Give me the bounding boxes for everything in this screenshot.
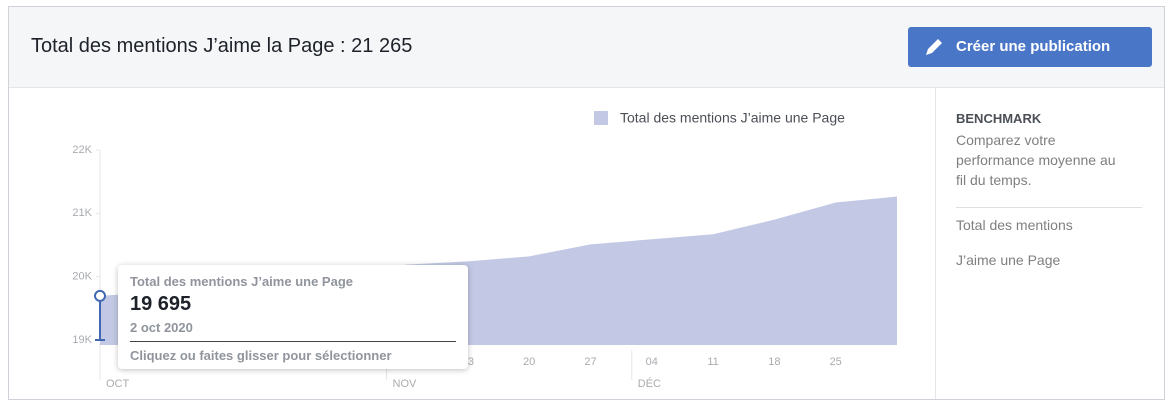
y-tick-label: 22K — [72, 144, 92, 156]
header: Total des mentions J’aime la Page : 21 2… — [9, 7, 1164, 88]
create-post-button[interactable]: Créer une publication — [908, 27, 1152, 67]
x-tick-label: 18 — [768, 356, 780, 368]
month-label: DÉC — [638, 377, 661, 390]
legend-swatch — [594, 111, 608, 125]
sidebar-text: Comparez votre performance moyenne au fi… — [956, 132, 1116, 188]
divider — [956, 207, 1142, 208]
sidebar-link[interactable]: J’aime une Page — [956, 252, 1061, 268]
tooltip: Total des mentions J’aime une Page 19 69… — [118, 265, 468, 369]
legend-label: Total des mentions J’aime une Page — [620, 110, 845, 126]
panel: Total des mentions J’aime la Page : 21 2… — [8, 6, 1165, 400]
x-tick-label: 04 — [646, 356, 658, 368]
tooltip-date: 2 oct 2020 — [130, 320, 193, 335]
tooltip-title: Total des mentions J’aime une Page — [130, 274, 353, 289]
button-label: Créer une publication — [956, 38, 1111, 55]
hover-point — [94, 289, 106, 302]
y-tick-label: 21K — [72, 207, 92, 219]
tooltip-hint: Cliquez ou faites glisser pour sélection… — [130, 348, 392, 363]
tooltip-value: 19 695 — [130, 293, 192, 315]
x-tick-label: 27 — [584, 356, 596, 368]
x-tick-label: 20 — [523, 356, 535, 368]
tooltip-divider — [130, 341, 456, 342]
month-label: NOV — [393, 378, 418, 390]
pencil-icon — [926, 39, 942, 55]
x-tick-label: 25 — [830, 356, 842, 368]
y-tick-label: 19K — [72, 334, 92, 346]
y-tick-label: 20K — [72, 271, 92, 283]
page-title: Total des mentions J’aime la Page : 21 2… — [31, 35, 413, 57]
x-tick-label: 11 — [707, 356, 718, 368]
sidebar-link[interactable]: Total des mentions — [956, 217, 1073, 233]
sidebar-heading: BENCHMARK — [956, 111, 1042, 126]
month-label: OCT — [106, 378, 130, 390]
sidebar: BENCHMARK Comparez votre performance moy… — [935, 87, 1166, 399]
